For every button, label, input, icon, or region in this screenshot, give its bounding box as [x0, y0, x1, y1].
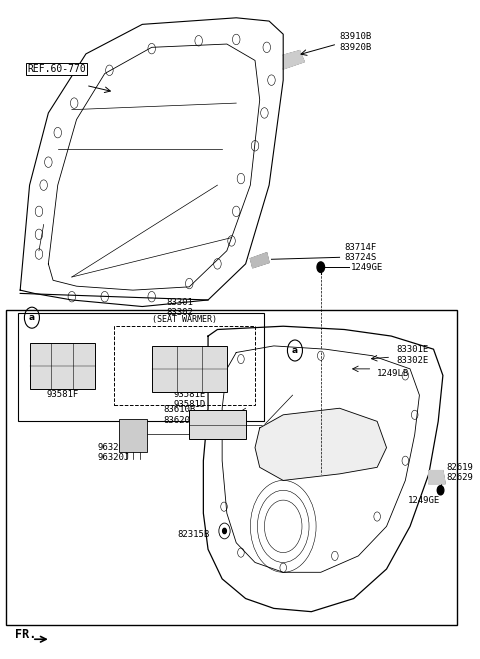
- Text: (SEAT WARMER): (SEAT WARMER): [152, 315, 217, 324]
- Polygon shape: [283, 51, 304, 69]
- Text: FR.: FR.: [15, 628, 37, 641]
- Bar: [30, 343, 96, 389]
- Bar: [18, 313, 264, 421]
- Text: 83301
83302: 83301 83302: [167, 298, 193, 318]
- Bar: [152, 346, 227, 392]
- Text: 93581F: 93581F: [47, 390, 79, 399]
- Polygon shape: [429, 471, 445, 484]
- Polygon shape: [251, 252, 269, 268]
- Bar: [189, 410, 246, 440]
- Polygon shape: [255, 408, 386, 480]
- Text: 83714F
83724S: 83714F 83724S: [344, 243, 376, 262]
- Text: 82315B: 82315B: [178, 530, 210, 539]
- Bar: [114, 326, 255, 405]
- Text: 83610B
83620B: 83610B 83620B: [164, 405, 196, 424]
- Text: 1249GE: 1249GE: [408, 496, 440, 505]
- Circle shape: [437, 486, 444, 495]
- Text: 82619
82629: 82619 82629: [447, 463, 474, 482]
- Text: REF.60-770: REF.60-770: [27, 63, 86, 74]
- Text: 96320H
96320J: 96320H 96320J: [98, 443, 130, 463]
- Text: a: a: [292, 346, 298, 355]
- Text: 83301E
83302E: 83301E 83302E: [396, 345, 428, 365]
- Circle shape: [317, 262, 324, 272]
- Text: 1249LB: 1249LB: [377, 369, 409, 378]
- Text: 1249GE: 1249GE: [351, 263, 384, 272]
- Circle shape: [223, 529, 227, 534]
- Bar: [6, 310, 457, 625]
- Text: a: a: [29, 313, 35, 322]
- Bar: [119, 419, 147, 452]
- Text: 93581E
93581D: 93581E 93581D: [173, 390, 205, 409]
- Text: 83910B
83920B: 83910B 83920B: [339, 32, 372, 52]
